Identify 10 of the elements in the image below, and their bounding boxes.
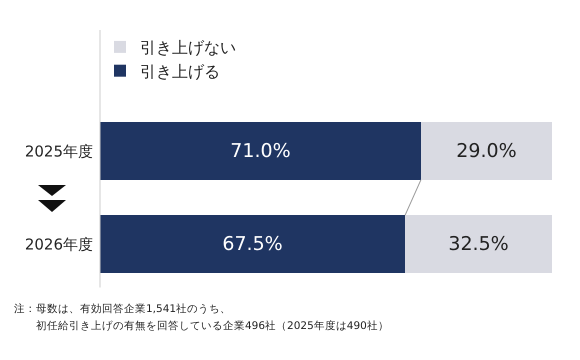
y-tick-label: 2025年度 xyxy=(24,142,93,160)
data-label: 29.0% xyxy=(456,140,517,162)
y-tick-label: 2026年度 xyxy=(24,235,93,254)
data-label: 32.5% xyxy=(448,233,509,255)
text: 注：母数は、有効回答企業1,541社のうち、 xyxy=(14,302,232,315)
data-label: 67.5% xyxy=(222,233,283,255)
legend-label: 引き上げない xyxy=(140,38,236,58)
data-label: 71.0% xyxy=(230,140,291,162)
legend-label: 引き上げる xyxy=(140,62,220,81)
text: 初任給引き上げの有無を回答している企業496社（2025年度は490社） xyxy=(36,319,389,332)
